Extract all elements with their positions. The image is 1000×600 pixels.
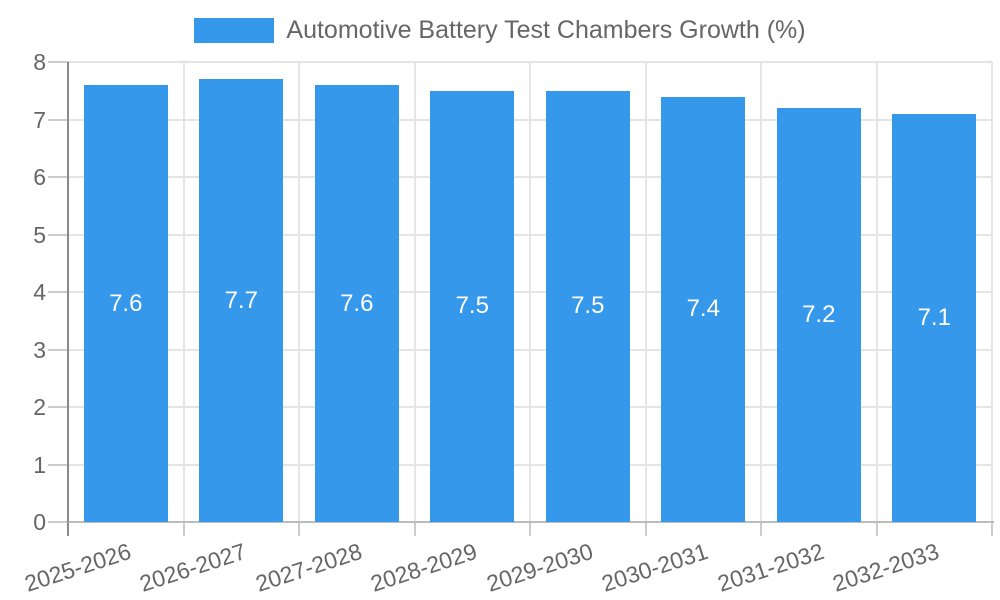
- y-tick-label: 4: [33, 279, 46, 305]
- bar[interactable]: 7.4: [661, 96, 746, 522]
- x-gridline: [529, 62, 531, 522]
- bar-value-label: 7.6: [109, 289, 143, 317]
- y-axis-tick: [48, 348, 68, 351]
- y-axis-tick: [48, 176, 68, 178]
- bar-value-label: 7.5: [455, 292, 489, 320]
- x-axis-tick: [182, 522, 185, 536]
- x-axis-tick: [67, 522, 69, 536]
- y-axis-tick: [48, 406, 68, 408]
- x-axis-line: [68, 521, 994, 523]
- x-tick-label: 2025-2026: [21, 538, 134, 597]
- bar[interactable]: 7.6: [314, 85, 399, 522]
- x-tick-label: 2028-2029: [367, 538, 481, 597]
- y-tick-label: 3: [33, 336, 46, 363]
- x-tick-label: 2026-2027: [136, 538, 250, 597]
- bar-value-label: 7.1: [917, 303, 951, 331]
- x-gridline: [644, 62, 647, 522]
- x-axis-tick: [644, 522, 647, 536]
- x-axis-tick: [298, 522, 300, 536]
- bar-value-label: 7.5: [571, 292, 605, 320]
- y-axis-tick: [48, 233, 68, 236]
- bar-value-label: 7.2: [802, 301, 836, 328]
- x-axis-tick: [413, 522, 416, 536]
- legend-item[interactable]: Automotive Battery Test Chambers Growth …: [0, 16, 1000, 45]
- bar[interactable]: 7.7: [199, 79, 284, 522]
- x-axis-tick: [875, 522, 878, 536]
- y-tick-label: 8: [33, 49, 46, 75]
- y-axis-tick: [48, 118, 68, 121]
- x-axis-tick: [529, 522, 531, 536]
- x-tick-label: 2031-2032: [714, 538, 827, 597]
- y-tick-label: 6: [33, 164, 46, 190]
- x-tick-label: 2032-2033: [829, 538, 943, 597]
- bar[interactable]: 7.5: [545, 90, 630, 522]
- x-gridline: [760, 62, 762, 522]
- y-axis-tick: [48, 521, 68, 523]
- bar-value-label: 7.4: [686, 295, 720, 323]
- x-tick-label: 2029-2030: [483, 538, 596, 597]
- x-tick-label: 2030-2031: [598, 538, 712, 597]
- y-axis-tick: [48, 463, 68, 466]
- y-axis-tick: [48, 61, 68, 63]
- bar-value-label: 7.6: [340, 289, 374, 317]
- bar[interactable]: 7.6: [83, 85, 168, 522]
- x-gridline: [875, 62, 878, 522]
- y-axis-line: [67, 62, 69, 522]
- y-tick-label: 7: [33, 106, 46, 133]
- bar[interactable]: 7.1: [892, 113, 977, 522]
- x-gridline: [413, 62, 416, 522]
- y-tick-label: 2: [33, 394, 46, 420]
- x-axis-tick: [991, 522, 993, 536]
- bar-value-label: 7.7: [224, 286, 258, 314]
- x-tick-label: 2027-2028: [252, 538, 365, 597]
- x-gridline: [298, 62, 300, 522]
- x-gridline: [182, 62, 185, 522]
- x-axis-tick: [760, 522, 762, 536]
- bar[interactable]: 7.2: [776, 108, 861, 522]
- bar[interactable]: 7.5: [430, 90, 515, 522]
- y-axis-tick: [48, 291, 68, 293]
- x-gridline: [991, 62, 993, 522]
- y-tick-label: 0: [33, 509, 46, 535]
- legend-swatch: [194, 18, 275, 43]
- y-tick-label: 1: [33, 451, 46, 478]
- legend-label: Automotive Battery Test Chambers Growth …: [286, 16, 806, 44]
- y-tick-label: 5: [33, 221, 46, 248]
